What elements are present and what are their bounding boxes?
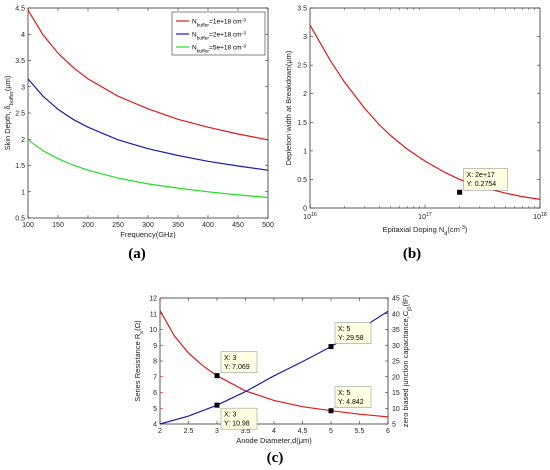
y-right-tick-label: 40 bbox=[392, 311, 400, 318]
legend-entry: Nbuffer=5e+18 cm-3 bbox=[192, 43, 246, 54]
y-left-tick-label: 4 bbox=[153, 422, 157, 429]
panel-label-a: (a) bbox=[128, 246, 146, 262]
x-tick-label: 4.5 bbox=[298, 428, 308, 435]
x-tick-label: 6 bbox=[386, 428, 390, 435]
y-axis-label: Skin Depth, δbuffer(μm) bbox=[3, 75, 15, 150]
series-line-2 bbox=[27, 78, 269, 171]
y-tick-label: 2 bbox=[21, 137, 25, 144]
y-tick-label: 4.5 bbox=[15, 6, 25, 13]
y-right-tick-label: 30 bbox=[392, 343, 400, 350]
datatip-text: X: 2e+17 bbox=[467, 172, 495, 179]
series-line-1 bbox=[27, 9, 269, 141]
x-tick-label: 150 bbox=[52, 222, 64, 229]
x-tick-label: 4 bbox=[272, 428, 276, 435]
x-tick-label: 250 bbox=[112, 222, 124, 229]
y-tick-label: 1 bbox=[21, 189, 25, 196]
y-tick-label: 0.5 bbox=[297, 177, 307, 184]
panel-label-c: (c) bbox=[267, 450, 284, 466]
y-left-tick-label: 9 bbox=[153, 343, 157, 350]
datatip-text: X: 5 bbox=[338, 390, 351, 397]
datatip-text: X: 3 bbox=[224, 412, 237, 419]
datatip-text: Y: 0.2754 bbox=[467, 181, 497, 188]
y-left-tick-label: 6 bbox=[153, 390, 157, 397]
x-tick-label: 1016 bbox=[303, 212, 317, 221]
chart-panel-b: 1016 1017 1018 0 0.5 1 1.5 2 2.5 3 3.5 Epitaxial Do… bbox=[284, 6, 547, 263]
y-right-tick-label: 5 bbox=[392, 422, 396, 429]
x-tick-label: 350 bbox=[172, 222, 184, 229]
chart-panel-c: 2 2.5 3 3.5 4 4.5 5 5.5 645678910111251015202530… bbox=[133, 294, 413, 466]
y-tick-label: 1.5 bbox=[15, 163, 25, 170]
y-tick-label: 3 bbox=[21, 84, 25, 91]
datatip-text: Y: 7.069 bbox=[224, 364, 250, 371]
x-tick-label: 5.5 bbox=[355, 428, 365, 435]
datatip-text: Y: 10.98 bbox=[224, 421, 250, 428]
datatip-marker bbox=[214, 373, 220, 379]
x-axis-label: Anode Diameter,d(μm) bbox=[236, 436, 312, 445]
y-tick-label: 0.5 bbox=[15, 216, 25, 223]
y-axis-label: Depletion width at Breakdown(μm) bbox=[284, 50, 293, 165]
y-left-tick-label: 12 bbox=[149, 296, 157, 303]
datatip-box bbox=[334, 322, 372, 344]
datatip-text: X: 3 bbox=[224, 355, 237, 362]
datatip-box bbox=[220, 407, 258, 430]
datatip-marker bbox=[328, 344, 334, 350]
y-left-tick-label: 8 bbox=[153, 359, 157, 366]
y-tick-label: 4 bbox=[21, 32, 25, 39]
y-tick-label: 3 bbox=[303, 34, 307, 41]
y-right-axis-label: zero biased junction capacitance,Cj0(fF) bbox=[401, 294, 413, 427]
y-tick-label: 3.5 bbox=[15, 58, 25, 65]
x-axis-label: Frequency(GHz) bbox=[120, 230, 176, 239]
x-tick-label: 2.5 bbox=[184, 428, 194, 435]
legend-entry: Nbuffer=1e+18 cm-3 bbox=[192, 17, 246, 28]
datatip-marker bbox=[214, 402, 220, 408]
x-tick-label: 1017 bbox=[418, 212, 432, 221]
y-tick-label: 0 bbox=[303, 206, 307, 213]
x-tick-label: 1018 bbox=[533, 212, 547, 221]
y-right-tick-label: 35 bbox=[392, 327, 400, 334]
datatip-text: X: 5 bbox=[338, 326, 351, 333]
y-left-tick-label: 7 bbox=[153, 374, 157, 381]
datatip-box bbox=[334, 386, 372, 408]
chart-panel-a: 100 150 200 250 300 350 400 450 500 0.5 1 1.5 2 2.5 3 3… bbox=[3, 6, 274, 263]
y-left-tick-label: 10 bbox=[149, 327, 157, 334]
y-right-tick-label: 45 bbox=[392, 296, 400, 303]
y-left-tick-label: 5 bbox=[153, 406, 157, 413]
series-line-left bbox=[159, 310, 389, 418]
x-tick-label: 500 bbox=[262, 222, 274, 229]
series-line-3 bbox=[27, 139, 269, 199]
y-tick-label: 3.5 bbox=[297, 6, 307, 13]
datatip-text: Y: 4.842 bbox=[338, 399, 364, 406]
y-tick-label: 2.5 bbox=[297, 63, 307, 70]
y-left-tick-label: 11 bbox=[150, 311, 157, 318]
y-right-tick-label: 10 bbox=[392, 406, 400, 413]
datatip-marker bbox=[457, 189, 463, 195]
legend-entry: Nbuffer=2e+18 cm-3 bbox=[192, 30, 246, 41]
x-tick-label: 3 bbox=[215, 428, 219, 435]
x-tick-label: 100 bbox=[22, 222, 34, 229]
x-tick-label: 400 bbox=[202, 222, 214, 229]
x-tick-label: 5 bbox=[329, 428, 333, 435]
series-line bbox=[309, 24, 541, 200]
y-left-axis-label: Series Resistance Rs(Ω) bbox=[133, 320, 145, 402]
x-axis-label: Epitaxial Doping Nd(cm-3) bbox=[383, 225, 468, 237]
x-tick-label: 2 bbox=[158, 428, 162, 435]
y-tick-label: 2 bbox=[303, 91, 307, 98]
y-tick-label: 1.5 bbox=[297, 120, 307, 127]
panel-label-b: (b) bbox=[403, 246, 421, 262]
x-tick-label: 3.5 bbox=[241, 428, 251, 435]
x-tick-label: 200 bbox=[82, 222, 94, 229]
y-tick-label: 1 bbox=[303, 148, 307, 155]
y-tick-label: 2.5 bbox=[15, 111, 25, 118]
datatip-box bbox=[463, 168, 508, 191]
y-right-tick-label: 20 bbox=[392, 374, 400, 381]
x-tick-label: 300 bbox=[142, 222, 154, 229]
y-right-tick-label: 15 bbox=[392, 390, 400, 397]
datatip-box bbox=[220, 351, 258, 373]
y-right-tick-label: 25 bbox=[392, 359, 400, 366]
datatip-text: Y: 29.58 bbox=[338, 335, 364, 342]
datatip-marker bbox=[328, 408, 334, 414]
x-tick-label: 450 bbox=[232, 222, 244, 229]
